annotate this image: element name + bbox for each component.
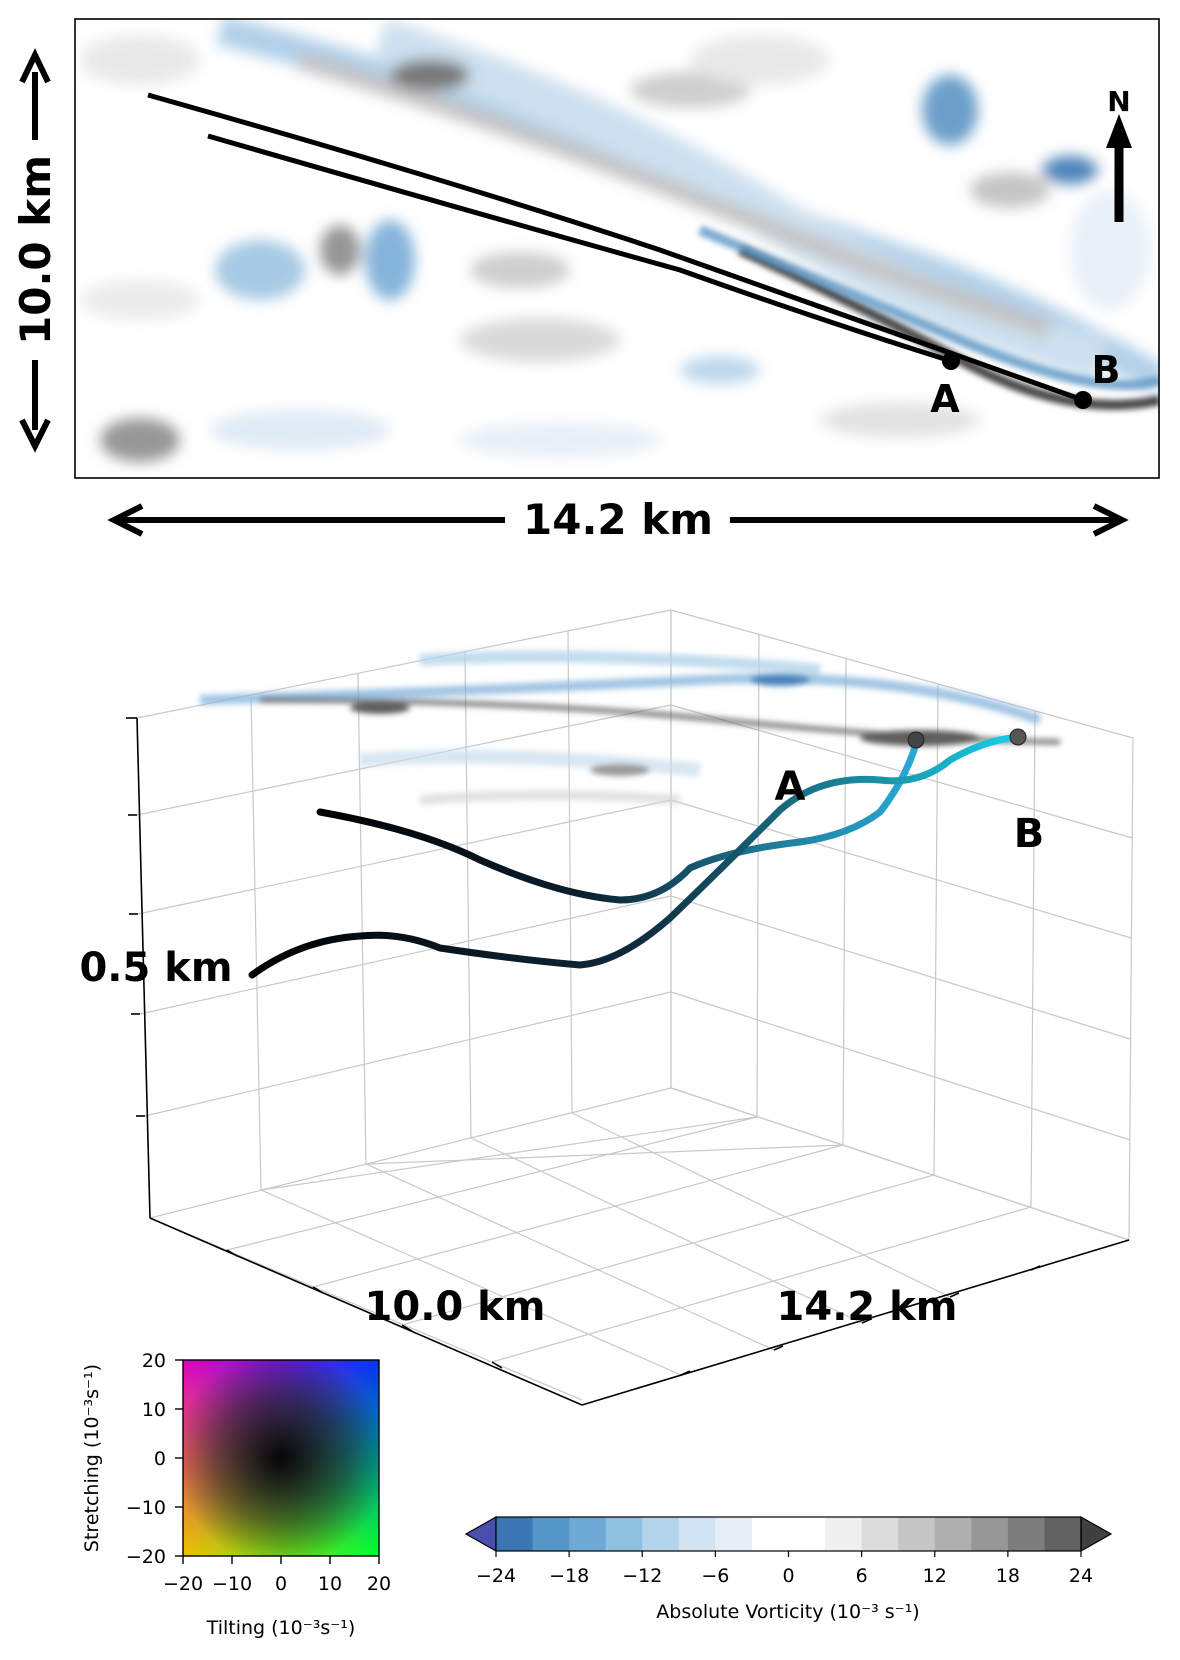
colorbar-segment	[715, 1517, 753, 1551]
colorbar-segment	[1007, 1517, 1045, 1551]
legend-x-tick-label: 0	[275, 1573, 287, 1595]
colorbar-segment	[898, 1517, 936, 1551]
legend-x-tick-label: −20	[163, 1573, 203, 1595]
view3d-z-label: 0.5 km	[79, 945, 232, 991]
legend-y-label: Stretching (10⁻³s⁻¹)	[81, 1364, 103, 1552]
trajectory-a-3d	[316, 740, 920, 904]
colorbar-tick-label: 0	[782, 1565, 794, 1587]
colorbar-ticks: −24 −18 −12 −6 0 6 12 18 24	[476, 1551, 1093, 1587]
width-scale-label: 14.2 km	[523, 495, 713, 544]
legend-x-tick-label: 10	[318, 1573, 342, 1595]
north-label: N	[1107, 85, 1130, 118]
vorticity-colorbar: −24 −18 −12 −6 0 6 12 18 24 Absolute Vorticity (…	[464, 1515, 1113, 1623]
legend-x-ticks: −20 −10 0 10 20	[163, 1556, 391, 1595]
legend-x-tick-label: −10	[212, 1573, 252, 1595]
trajectory-a-projection	[207, 133, 952, 364]
colorbar-segments	[464, 1515, 1113, 1553]
top-map-panel: A B N 10.0 km 14.2 km	[11, 18, 1160, 544]
point-a-marker	[942, 352, 960, 370]
view3d-axes	[126, 717, 1130, 1406]
view3d-point-a-label: A	[775, 764, 806, 810]
tilting-stretching-legend: 20 10 0 −10 −20 −20 −10 0 10 20 Tilting (10⁻³s⁻¹…	[81, 1350, 391, 1639]
view3d-x-label: 14.2 km	[777, 1284, 958, 1330]
colorbar-segment	[678, 1517, 716, 1551]
view3d-y-label: 10.0 km	[365, 1284, 546, 1330]
trajectory-b-3d	[248, 733, 1022, 979]
colorbar-segment	[971, 1517, 1009, 1551]
point-b-marker	[1074, 391, 1092, 409]
colorbar-segment	[1044, 1517, 1082, 1551]
colorbar-tick-label: 12	[923, 1565, 947, 1587]
legend-x-label: Tilting (10⁻³s⁻¹)	[206, 1617, 356, 1639]
point-a-label: A	[930, 377, 960, 421]
colorbar-tick-label: 18	[996, 1565, 1020, 1587]
north-arrow: N	[1106, 85, 1132, 222]
colorbar-tick-label: −6	[701, 1565, 729, 1587]
trajectory-b-projection	[147, 92, 1084, 403]
colorbar-segment	[642, 1517, 680, 1551]
colorbar-tick-label: −12	[622, 1565, 662, 1587]
colorbar-segment	[934, 1517, 972, 1551]
colorbar-segment	[788, 1517, 826, 1551]
height-scale-label: 10.0 km	[11, 155, 60, 345]
view3d-vorticity-slab	[199, 650, 1061, 805]
colorbar-segment	[825, 1517, 863, 1551]
colorbar-segment	[569, 1517, 607, 1551]
legend-x-tick-label: 20	[367, 1573, 391, 1595]
view3d-grid	[136, 609, 1134, 1401]
legend-y-tick-label: 0	[154, 1448, 166, 1470]
colorbar-segment	[751, 1517, 789, 1551]
legend-y-ticks: 20 10 0 −10 −20	[126, 1350, 183, 1568]
vorticity-field	[80, 19, 1159, 462]
legend-y-tick-label: −20	[126, 1546, 166, 1568]
colorbar-segment	[605, 1517, 643, 1551]
view3d-panel: A B 0.5 km 10.0 km 14.2 km	[79, 609, 1134, 1406]
trajectory-a-endpoint	[907, 731, 925, 749]
colorbar-tick-label: 24	[1069, 1565, 1093, 1587]
view3d-point-b-label: B	[1014, 811, 1045, 857]
height-scale-arrow: 10.0 km	[11, 48, 60, 453]
colorbar-label: Absolute Vorticity (10⁻³ s⁻¹)	[656, 1601, 919, 1623]
colorbar-segment	[496, 1517, 534, 1551]
colorbar-tick-label: −18	[549, 1565, 589, 1587]
legend-y-tick-label: −10	[126, 1497, 166, 1519]
colorbar-tick-label: −24	[476, 1565, 516, 1587]
colorbar-tick-label: 6	[856, 1565, 868, 1587]
legend-y-tick-label: 10	[142, 1399, 166, 1421]
colorbar-segment	[861, 1517, 899, 1551]
width-scale-arrow: 14.2 km	[107, 495, 1129, 544]
colorbar-extend-high	[1080, 1515, 1113, 1553]
colorbar-extend-low	[464, 1515, 497, 1553]
legend-y-tick-label: 20	[142, 1350, 166, 1372]
colorbar-segment	[532, 1517, 570, 1551]
point-b-label: B	[1092, 348, 1121, 392]
trajectory-b-endpoint	[1009, 728, 1027, 746]
